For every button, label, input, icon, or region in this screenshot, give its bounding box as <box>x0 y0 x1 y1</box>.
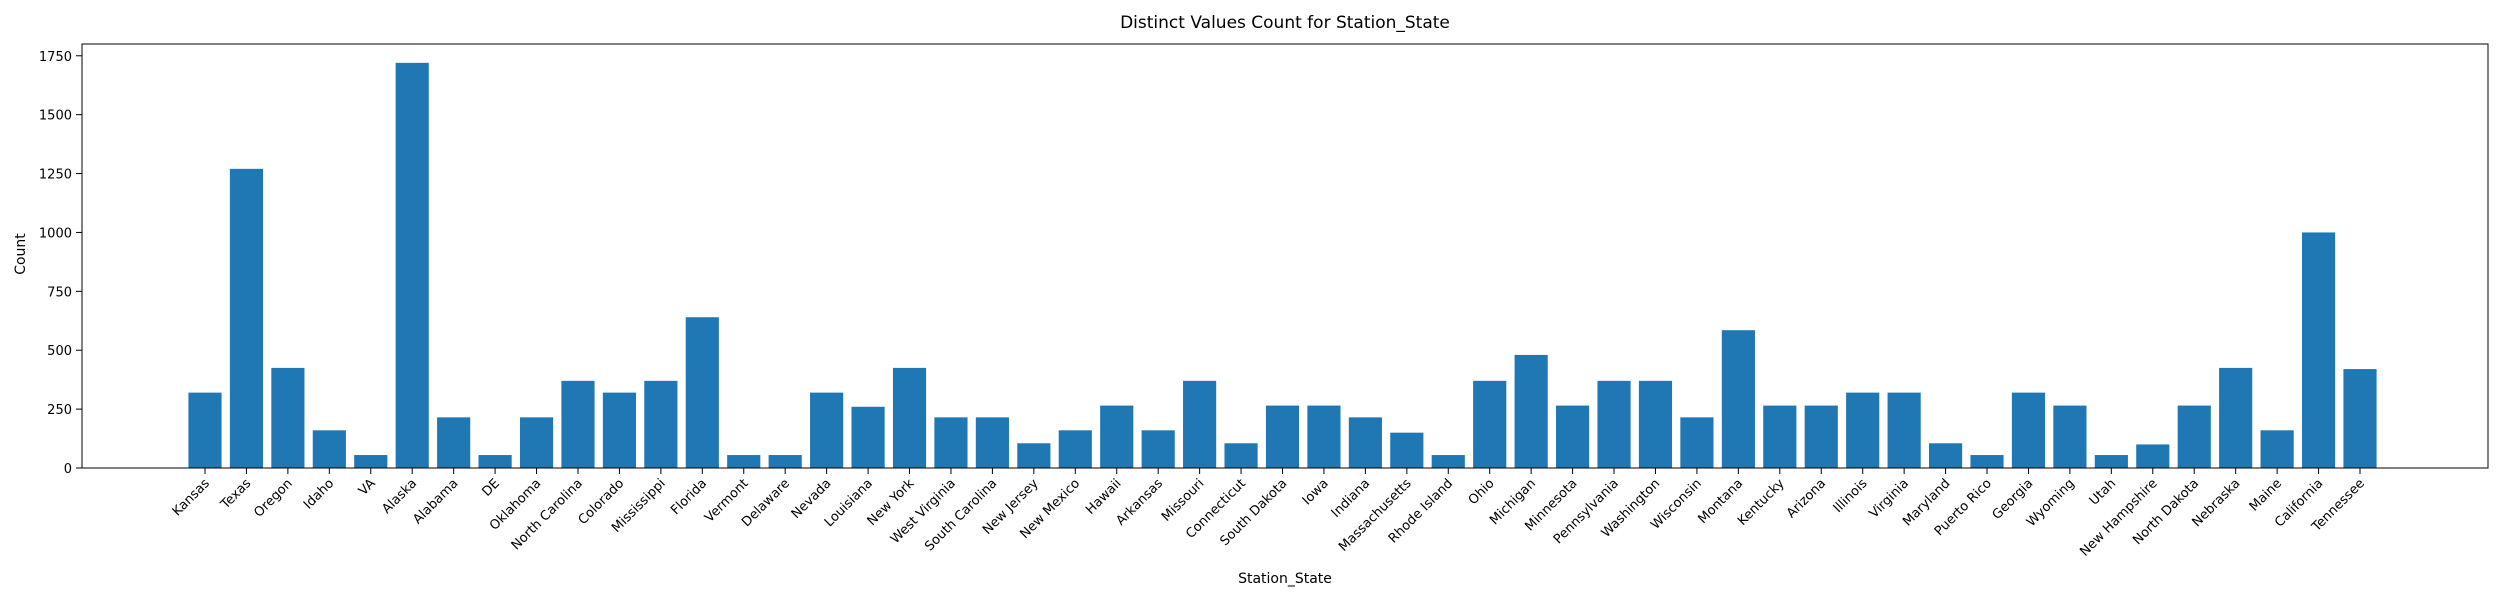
bar <box>1431 455 1465 468</box>
y-tick-label: 1500 <box>39 109 72 124</box>
y-tick-label: 1750 <box>39 50 72 65</box>
bar <box>1224 443 1258 468</box>
bar <box>1638 380 1673 468</box>
chart-title: Distinct Values Count for Station_State <box>1120 13 1450 33</box>
x-tick-label: VA <box>356 476 379 499</box>
bar <box>2136 444 2170 468</box>
bar <box>1763 405 1797 468</box>
bar <box>229 168 264 468</box>
bar <box>1141 430 1175 468</box>
bar <box>1348 417 1382 468</box>
bar <box>1265 405 1300 468</box>
bar <box>1100 405 1134 468</box>
bar <box>1929 443 1963 468</box>
bar <box>561 380 595 468</box>
y-axis-label: Count <box>13 233 29 275</box>
bar <box>354 455 388 468</box>
x-tick-label: New Hampshire <box>2077 476 2160 559</box>
bar <box>1473 380 1507 468</box>
y-tick-label: 250 <box>47 403 72 418</box>
bar <box>188 392 222 468</box>
bar <box>934 417 968 468</box>
bar <box>395 62 429 468</box>
bar <box>1307 405 1341 468</box>
bar <box>851 406 885 468</box>
bar <box>892 367 927 468</box>
bar <box>1390 432 1424 468</box>
bar <box>2177 405 2211 468</box>
y-axis-ticks: 0 250 500 750 1000 1250 1500 1750 <box>39 50 82 477</box>
x-tick-label: Florida <box>668 476 710 518</box>
bar <box>1887 392 1921 468</box>
x-tick-label: Ohio <box>1466 476 1498 508</box>
x-tick-label: Texas <box>218 476 255 513</box>
bar <box>1183 380 1217 468</box>
bar <box>1514 354 1548 468</box>
x-tick-label: Alabama <box>410 476 461 527</box>
bar <box>478 455 512 468</box>
y-tick-label: 1250 <box>39 168 72 183</box>
bar <box>2301 232 2336 468</box>
bar <box>1721 330 1755 468</box>
x-tick-label: South Carolina <box>922 476 1000 554</box>
bar <box>644 380 678 468</box>
bar <box>1556 405 1590 468</box>
bar <box>727 455 761 468</box>
bar <box>602 392 636 468</box>
x-axis-label: Station_State <box>1238 571 1332 587</box>
x-tick-label: Oregon <box>251 476 295 520</box>
bar <box>271 367 305 468</box>
x-tick-label: Idaho <box>301 476 337 512</box>
bar <box>975 417 1009 468</box>
x-tick-label: Alaska <box>379 476 420 517</box>
bar <box>1017 443 1051 468</box>
x-tick-label: Arizona <box>1784 476 1829 521</box>
y-tick-label: 750 <box>47 285 72 300</box>
bar <box>1846 392 1880 468</box>
y-tick-label: 500 <box>47 344 72 359</box>
bar <box>312 430 346 468</box>
bar <box>810 392 844 468</box>
bar <box>2011 392 2046 468</box>
bar <box>1970 455 2004 468</box>
y-tick-label: 0 <box>64 462 72 477</box>
bar <box>1597 380 1631 468</box>
x-tick-label: Iowa <box>1300 476 1332 508</box>
bar <box>2260 430 2294 468</box>
x-tick-label: Kansas <box>170 476 213 519</box>
bar <box>1804 405 1838 468</box>
bar <box>1058 430 1092 468</box>
bar <box>2343 369 2377 468</box>
x-tick-label: North Carolina <box>509 476 586 553</box>
bar <box>768 455 802 468</box>
bars <box>188 62 2377 468</box>
x-tick-label: Maine <box>2247 476 2285 514</box>
plot-frame <box>81 43 2489 469</box>
y-tick-label: 1000 <box>39 226 72 241</box>
bar <box>2094 455 2128 468</box>
bar <box>519 417 554 468</box>
bar <box>2053 405 2087 468</box>
x-tick-label: DE <box>479 476 503 500</box>
x-tick-label: Utah <box>2087 476 2119 508</box>
x-tick-label: Illinois <box>1831 476 1871 516</box>
bar <box>1680 417 1714 468</box>
bar <box>2219 367 2253 468</box>
x-tick-label: Massachusetts <box>1336 476 1415 555</box>
bar <box>685 317 719 468</box>
bar <box>437 417 471 468</box>
x-tick-label: Hawaii <box>1083 476 1124 517</box>
